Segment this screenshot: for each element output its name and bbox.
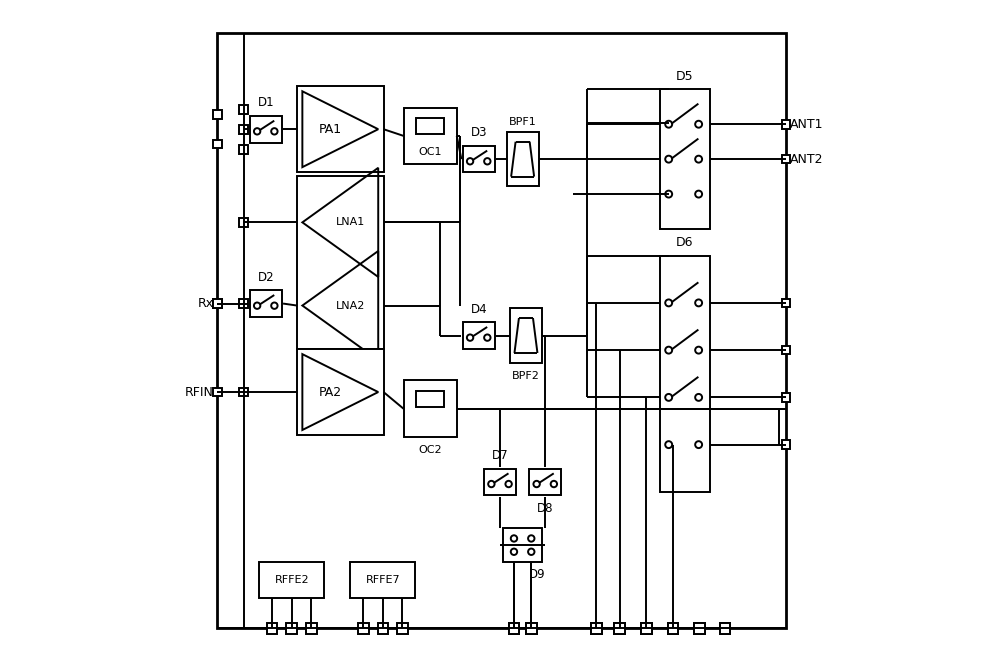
Bar [529, 468, 561, 495]
Bar [641, 623, 652, 633]
Text: D9: D9 [529, 568, 546, 581]
Bar [416, 391, 444, 407]
Bar [239, 105, 248, 113]
Bar [668, 623, 678, 633]
Bar [526, 623, 537, 633]
Bar [507, 132, 539, 187]
Bar [526, 623, 537, 633]
Bar [503, 529, 542, 562]
Text: OC2: OC2 [418, 445, 442, 455]
Bar [660, 256, 710, 492]
Text: D4: D4 [470, 303, 487, 315]
Bar [213, 388, 222, 397]
Bar [463, 322, 495, 349]
Bar [694, 623, 705, 633]
Text: OC1: OC1 [418, 147, 442, 157]
Text: Rx: Rx [198, 297, 214, 310]
Text: RFFE7: RFFE7 [366, 575, 400, 585]
Text: BPF2: BPF2 [512, 372, 540, 381]
Bar [591, 623, 602, 633]
Bar [378, 623, 388, 633]
Bar [239, 125, 248, 134]
Bar [213, 299, 222, 308]
Bar [509, 623, 519, 633]
Bar [782, 346, 790, 354]
Bar [614, 623, 625, 633]
Text: D2: D2 [257, 270, 274, 284]
Bar [591, 623, 602, 633]
Text: ANT2: ANT2 [789, 153, 823, 166]
Bar [267, 623, 277, 633]
Text: D6: D6 [676, 236, 693, 249]
Bar [782, 155, 790, 164]
Bar [782, 393, 790, 402]
Text: D1: D1 [257, 96, 274, 109]
Bar [720, 623, 730, 633]
Bar [404, 107, 457, 164]
Text: D8: D8 [537, 502, 554, 515]
Bar [239, 299, 248, 308]
Bar [297, 86, 384, 172]
Bar [782, 440, 790, 449]
Bar [463, 146, 495, 172]
Text: PA1: PA1 [318, 123, 341, 136]
Bar [614, 623, 625, 633]
Bar [286, 623, 297, 633]
Text: D3: D3 [470, 126, 487, 139]
Text: LNA1: LNA1 [336, 217, 365, 227]
Bar [239, 388, 248, 397]
Bar [213, 140, 222, 148]
Bar [668, 623, 678, 633]
Text: RFFE2: RFFE2 [274, 575, 309, 585]
Bar [694, 623, 705, 633]
Bar [259, 562, 324, 599]
Bar [416, 118, 444, 134]
Text: PA2: PA2 [318, 386, 341, 399]
Bar [213, 299, 222, 308]
Bar [397, 623, 408, 633]
Text: ANT1: ANT1 [789, 117, 823, 131]
Bar [484, 468, 516, 495]
Bar [660, 89, 710, 229]
Bar [782, 299, 790, 307]
Bar [509, 623, 519, 633]
Bar [217, 33, 786, 628]
Bar [358, 623, 369, 633]
Bar [213, 110, 222, 119]
Text: RFIN: RFIN [185, 386, 214, 399]
Text: D7: D7 [492, 449, 508, 462]
Bar [350, 562, 415, 599]
Text: BPF1: BPF1 [509, 117, 537, 127]
Bar [239, 218, 248, 227]
Bar [404, 380, 457, 437]
Bar [306, 623, 317, 633]
Bar [782, 120, 790, 129]
Bar [250, 291, 282, 317]
Text: D5: D5 [676, 70, 693, 83]
Bar [641, 623, 652, 633]
Bar [239, 145, 248, 154]
Bar [720, 623, 730, 633]
Bar [250, 116, 282, 142]
Bar [297, 176, 384, 349]
Bar [510, 308, 542, 363]
Text: LNA2: LNA2 [336, 301, 365, 311]
Bar [297, 349, 384, 435]
